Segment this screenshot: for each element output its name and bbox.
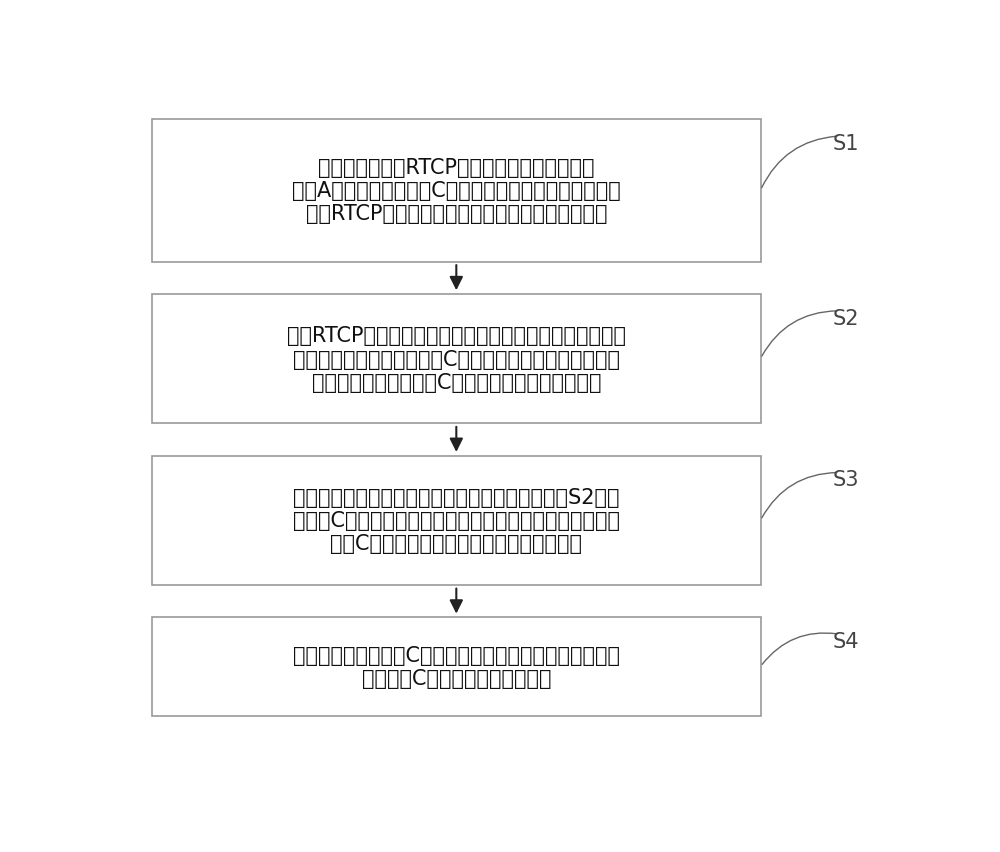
- Text: 建立球头检具中心关于C摇动轴几何误差辨识方程组: 建立球头检具中心关于C摇动轴几何误差辨识方程组: [312, 372, 601, 392]
- FancyArrowPatch shape: [762, 473, 837, 518]
- FancyArrowPatch shape: [762, 633, 837, 665]
- Text: 组，得到C摇动轴的各项几何误差: 组，得到C摇动轴的各项几何误差: [362, 668, 551, 688]
- Text: S1: S1: [832, 134, 859, 153]
- FancyArrowPatch shape: [762, 137, 837, 188]
- Text: 到多组C摇动轴几何误差辨识方程组，以形成球头检具中心: 到多组C摇动轴几何误差辨识方程组，以形成球头检具中心: [293, 510, 620, 531]
- Text: 应用最小二乘法求解C摇动轴几何误差项的超静定线性方程: 应用最小二乘法求解C摇动轴几何误差项的超静定线性方程: [293, 645, 620, 665]
- Bar: [152, 120, 761, 262]
- Text: 在数控机床开启RTCP运动控制功能的条件下，: 在数控机床开启RTCP运动控制功能的条件下，: [318, 158, 595, 178]
- Bar: [152, 295, 761, 423]
- Bar: [152, 618, 761, 716]
- FancyArrowPatch shape: [762, 312, 837, 357]
- Text: S2: S2: [832, 308, 859, 328]
- Text: 保持A摇动轴静止并设置C摇动轴的运动轨迹，通过数控机: 保持A摇动轴静止并设置C摇动轴的运动轨迹，通过数控机: [292, 181, 621, 201]
- Text: 床的RTCP运动控制功能自动协调平动轴的跟随运动: 床的RTCP运动控制功能自动协调平动轴的跟随运动: [306, 204, 607, 224]
- Text: 球头检具中心的位置误差与C摇动轴几何误差模型相结合，: 球头检具中心的位置误差与C摇动轴几何误差模型相结合，: [293, 349, 620, 369]
- Text: 多次调整球头检具中心的几何偏置参数，重复步骤S2，得: 多次调整球头检具中心的几何偏置参数，重复步骤S2，得: [293, 487, 620, 508]
- Text: 关于C摇动轴几何误差项的超静定线性方程组: 关于C摇动轴几何误差项的超静定线性方程组: [330, 533, 582, 554]
- Text: S4: S4: [832, 631, 859, 652]
- Text: S3: S3: [832, 469, 859, 490]
- Text: 利用RTCP精度检测装置检测球头检具中心的位置误差，将: 利用RTCP精度检测装置检测球头检具中心的位置误差，将: [287, 326, 626, 346]
- Bar: [152, 456, 761, 585]
